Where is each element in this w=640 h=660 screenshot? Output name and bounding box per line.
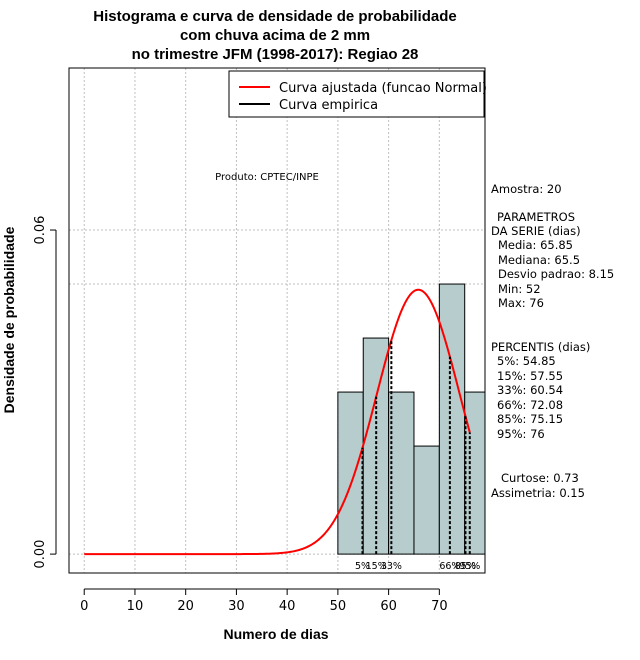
kurtosis: Curtose: 0.73 xyxy=(501,471,579,485)
histogram-bars xyxy=(337,283,486,555)
percentile-66: 66%: 72.08 xyxy=(497,398,563,412)
parameters-title-1: PARAMETROS xyxy=(497,210,575,224)
x-tick-label: 20 xyxy=(177,599,194,614)
histogram-bar xyxy=(388,391,415,555)
legend-label-normal: Curva ajustada (funcao Normal) xyxy=(279,81,487,96)
y-axis-title: Densidade de probabilidade xyxy=(1,226,17,413)
statistics-panel: Amostra: 20 PARAMETROS DA SERIE (dias) M… xyxy=(491,182,614,500)
legend-box xyxy=(228,70,485,118)
param-max: Max: 76 xyxy=(498,296,544,310)
percentile-85: 85%: 75.15 xyxy=(497,412,563,426)
x-axis-title: Numero de dias xyxy=(223,626,328,642)
y-axis: 0.00 0.06 xyxy=(33,216,57,569)
percentile-95: 95%: 76 xyxy=(497,427,545,441)
histogram-bar xyxy=(413,445,440,555)
plot-frame xyxy=(68,67,486,574)
param-media: Media: 65.85 xyxy=(498,238,573,252)
percentile-33: 33%: 60.54 xyxy=(497,383,563,397)
chart-title-line-1: Histograma e curva de densidade de proba… xyxy=(93,8,456,25)
normal-density-curve xyxy=(84,288,471,556)
chart-title-line-3: no trimestre JFM (1998-2017): Regiao 28 xyxy=(132,46,419,63)
percentile-15: 15%: 57.55 xyxy=(497,369,563,383)
param-desvio: Desvio padrao: 8.15 xyxy=(498,267,614,281)
x-tick-label: 40 xyxy=(279,599,296,614)
skewness: Assimetria: 0.15 xyxy=(491,486,585,500)
x-tick-label: 30 xyxy=(228,599,245,614)
x-tick-label: 10 xyxy=(127,599,144,614)
histogram-bar xyxy=(337,391,364,555)
chart-title-line-2: com chuva acima de 2 mm xyxy=(180,27,370,44)
param-min: Min: 52 xyxy=(498,282,541,296)
product-annotation: Produto: CPTEC/INPE xyxy=(215,172,319,183)
density-curves xyxy=(84,288,471,556)
x-tick-label: 50 xyxy=(330,599,347,614)
param-mediana: Mediana: 65.5 xyxy=(498,253,580,267)
percentile-5: 5%: 54.85 xyxy=(497,354,556,368)
percentile-lines: 5%15%33% 66%85%95% xyxy=(355,340,480,572)
y-tick-label: 0.00 xyxy=(33,540,48,569)
legend-label-empirica: Curva empirica xyxy=(279,98,378,113)
x-tick-label: 0 xyxy=(80,599,88,614)
parameters-title-2: DA SERIE (dias) xyxy=(491,224,581,238)
percentile-label: 15% xyxy=(366,561,387,572)
x-tick-label: 60 xyxy=(380,599,397,614)
legend: Curva ajustada (funcao Normal) Curva emp… xyxy=(228,70,487,118)
percentile-label: 85% xyxy=(455,561,476,572)
percentile-label: 5% xyxy=(355,561,370,572)
percentile-label: 95% xyxy=(459,561,480,572)
sample-size: Amostra: 20 xyxy=(491,182,562,196)
histogram-bar xyxy=(438,283,466,555)
percentiles-title: PERCENTIS (dias) xyxy=(491,340,590,354)
percentile-label: 33% xyxy=(381,561,402,572)
percentile-label: 66% xyxy=(439,561,460,572)
x-axis: 0 10 20 30 40 50 60 70 xyxy=(80,588,448,614)
histogram-bar xyxy=(464,391,486,555)
y-tick-label: 0.06 xyxy=(33,216,48,245)
x-tick-label: 70 xyxy=(431,599,448,614)
